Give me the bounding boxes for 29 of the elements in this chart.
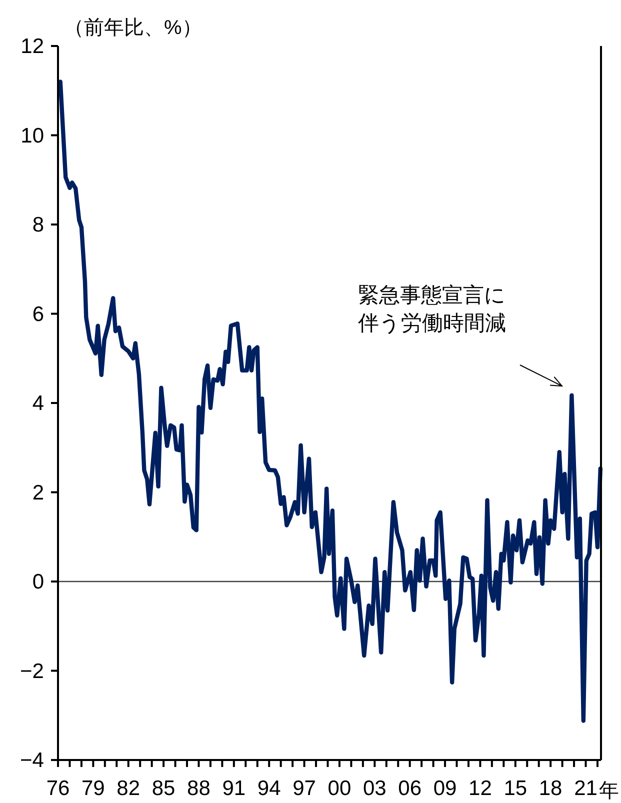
x-tick-label: 15 [504, 777, 528, 800]
x-tick-label: 82 [116, 777, 140, 800]
x-tick-label: 97 [292, 777, 316, 800]
x-tick-label: 06 [398, 777, 422, 800]
y-tick-label: 8 [32, 214, 44, 236]
x-tick-label: 88 [187, 777, 210, 800]
line-series [58, 80, 603, 723]
x-axis-title: 年 [599, 780, 619, 802]
x-tick-label: 94 [257, 777, 282, 800]
x-tick-label: 03 [362, 777, 386, 800]
x-tick-label: 12 [468, 777, 492, 800]
y-tick-label: 6 [32, 302, 44, 326]
y-tick-label: 4 [32, 392, 44, 415]
x-tick-label: 18 [538, 777, 562, 800]
x-tick-label: 09 [433, 777, 457, 800]
y-tick-label: 0 [32, 570, 44, 594]
annotation: 緊急事態宣言に伴う労働時間減 [358, 284, 506, 335]
x-tick-label: 91 [222, 777, 246, 800]
y-tick-label: −4 [20, 749, 44, 772]
x-tick-label: 21 [574, 777, 598, 800]
y-axis-title: （前年比、%） [64, 17, 202, 39]
x-tick-label: 79 [82, 777, 105, 800]
y-tick-label: 2 [32, 481, 44, 504]
y-tick-label: 10 [20, 124, 44, 148]
x-tick-label: 85 [152, 777, 176, 800]
y-tick-label: 12 [20, 35, 44, 58]
x-tick-label: 76 [46, 777, 70, 800]
x-tick-label: 00 [328, 777, 352, 800]
y-tick-label: −2 [20, 660, 44, 683]
